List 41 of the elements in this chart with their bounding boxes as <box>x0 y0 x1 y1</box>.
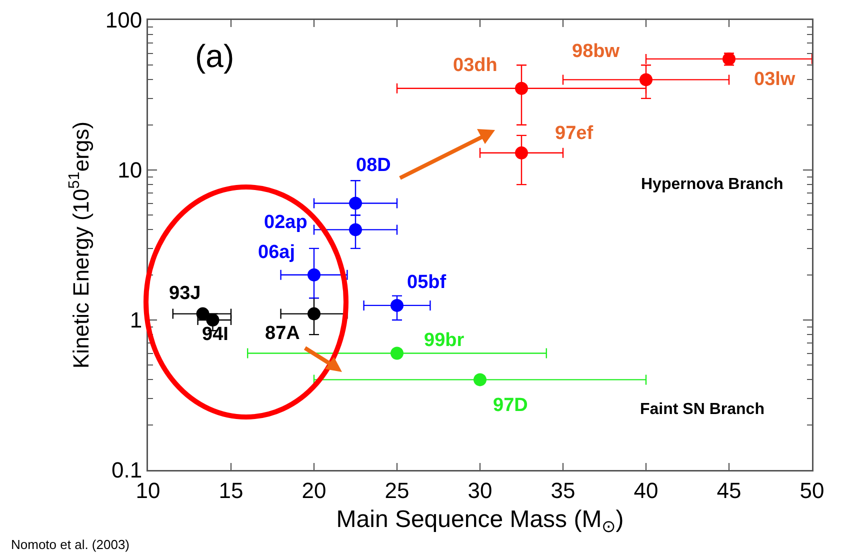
x-tick-label: 20 <box>302 478 326 503</box>
x-tick-label: 40 <box>634 478 658 503</box>
x-tick-label: 35 <box>550 478 576 503</box>
annotation: 98bw <box>572 41 620 62</box>
x-tick-label: 45 <box>716 478 742 503</box>
point <box>206 314 220 326</box>
annotation: 05bf <box>407 272 447 293</box>
y-tick-label: 10 <box>118 158 142 183</box>
annotation: 97D <box>493 395 528 416</box>
point <box>308 268 320 282</box>
y-tick-label: 1 <box>130 308 142 333</box>
point <box>196 307 210 320</box>
annotation: 97ef <box>555 123 594 144</box>
point <box>640 73 652 86</box>
x-tick-label: 50 <box>800 478 824 503</box>
y-tick-label: 100 <box>105 8 142 33</box>
x-tick-label: 30 <box>468 478 492 503</box>
annotation: 06aj <box>258 242 295 263</box>
text: Nomoto et al. (2003) <box>11 537 130 552</box>
x-tick-label: 25 <box>384 478 410 503</box>
annotation: 02ap <box>264 212 308 233</box>
x-axis-title: Main Sequence Mass (M$_{⊙}$) <box>336 506 624 536</box>
x-tick-label: 15 <box>218 478 244 503</box>
point <box>474 373 486 386</box>
annotation: 93J <box>169 283 201 304</box>
annotation: 87A <box>265 323 300 344</box>
point <box>308 307 320 320</box>
point <box>390 298 404 312</box>
annotation: 03dh <box>453 55 498 76</box>
point <box>349 196 362 210</box>
annotation: 03lw <box>754 69 796 90</box>
annotation: 08D <box>356 155 391 176</box>
point <box>515 146 528 160</box>
annotation: 99br <box>424 330 465 351</box>
point <box>349 223 362 236</box>
annotation: Faint SN Branch <box>640 401 764 418</box>
annotation: (a) <box>195 38 234 74</box>
annotation: Hypernova Branch <box>641 176 784 193</box>
annotation: 94I <box>202 324 228 345</box>
point <box>390 346 404 360</box>
point <box>515 82 528 95</box>
